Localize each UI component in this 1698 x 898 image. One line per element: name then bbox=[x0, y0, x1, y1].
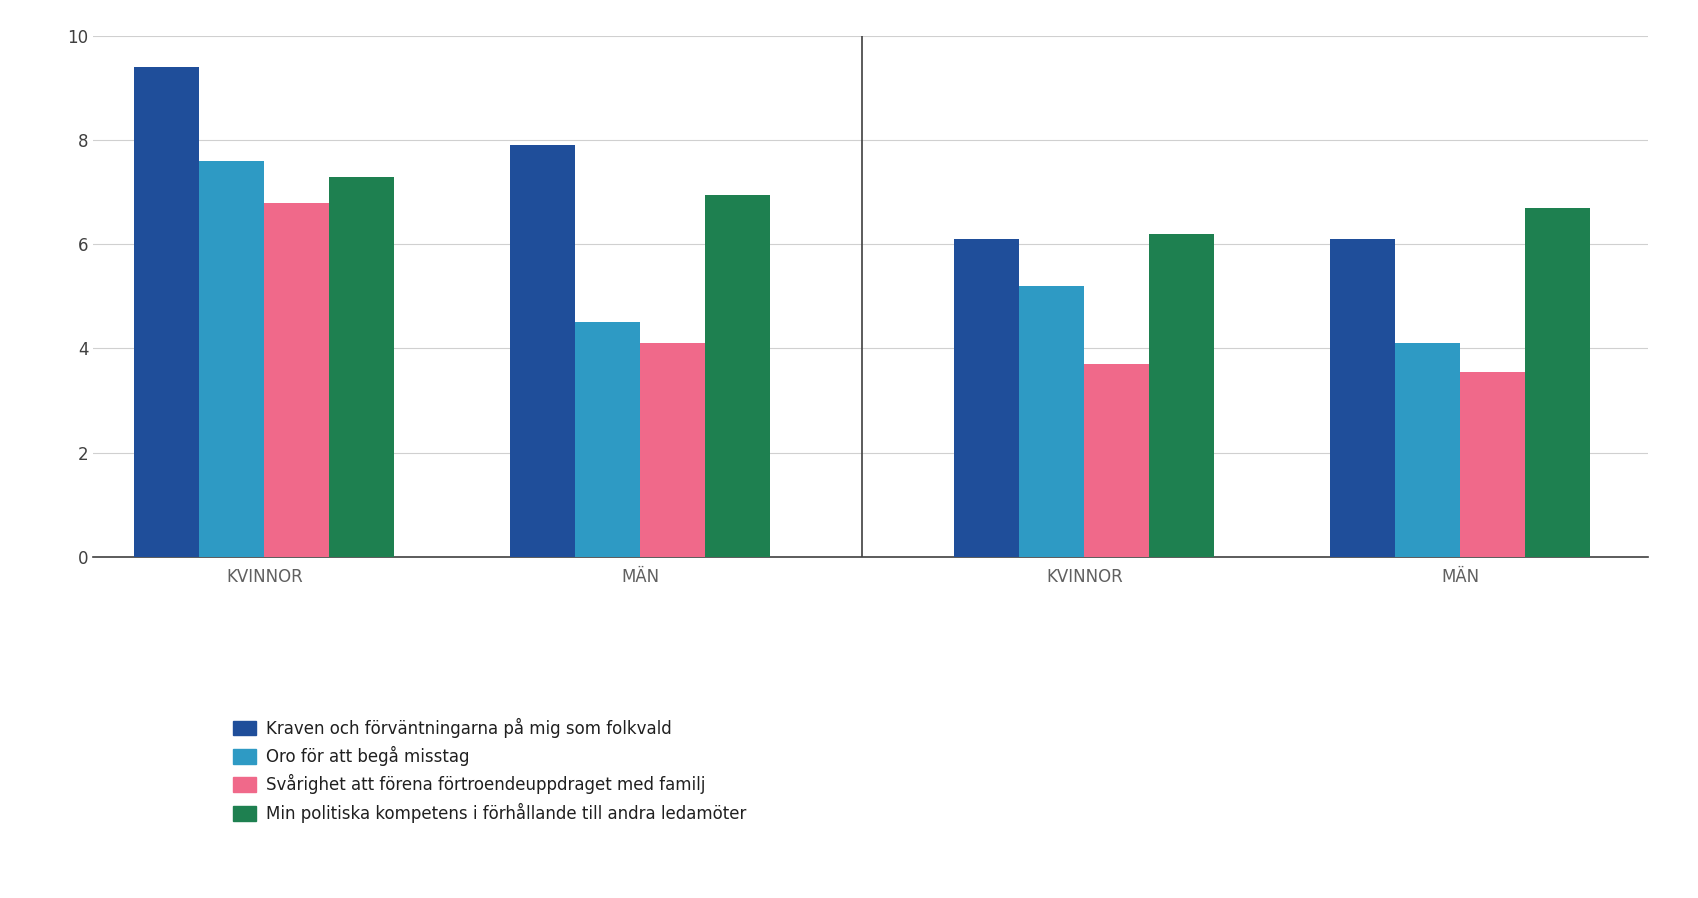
Bar bbox=[1525, 207, 1589, 557]
Bar bbox=[1330, 239, 1394, 557]
Legend: Kraven och förväntningarna på mig som folkvald, Oro för att begå misstag, Svårig: Kraven och förväntningarna på mig som fo… bbox=[226, 711, 752, 830]
Bar bbox=[1394, 343, 1459, 557]
Bar bbox=[134, 67, 199, 557]
Bar bbox=[1019, 286, 1083, 557]
Bar bbox=[705, 195, 769, 557]
Bar bbox=[329, 177, 394, 557]
Bar bbox=[640, 343, 705, 557]
Bar bbox=[1148, 233, 1214, 557]
Bar bbox=[265, 203, 329, 557]
Bar bbox=[576, 322, 640, 557]
Bar bbox=[509, 145, 576, 557]
Bar bbox=[199, 161, 265, 557]
Bar bbox=[954, 239, 1019, 557]
Bar bbox=[1083, 364, 1148, 557]
Bar bbox=[1459, 372, 1525, 557]
